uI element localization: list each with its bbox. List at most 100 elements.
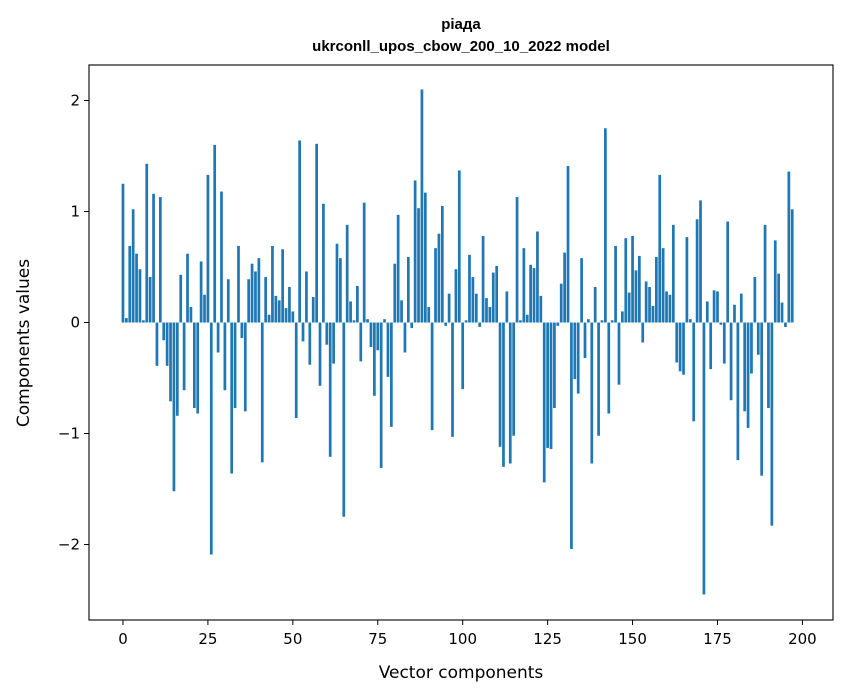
bar bbox=[413, 180, 417, 323]
bar bbox=[226, 279, 230, 323]
bar bbox=[383, 319, 386, 323]
bar bbox=[417, 208, 420, 323]
bar bbox=[196, 322, 200, 414]
bar bbox=[209, 322, 213, 555]
bar bbox=[400, 300, 403, 323]
bar bbox=[318, 322, 322, 386]
bar bbox=[573, 322, 577, 380]
bar bbox=[787, 171, 791, 323]
bar bbox=[478, 322, 482, 327]
bar bbox=[175, 322, 179, 416]
bar bbox=[773, 240, 777, 323]
bar bbox=[135, 253, 138, 323]
x-tick-label: 125 bbox=[533, 630, 562, 648]
bar bbox=[121, 183, 125, 323]
bar bbox=[359, 322, 363, 362]
bar bbox=[267, 314, 271, 323]
bar bbox=[271, 245, 274, 323]
bar bbox=[736, 322, 740, 461]
bar bbox=[695, 219, 699, 323]
bar bbox=[332, 322, 335, 364]
y-tick-label: −2 bbox=[58, 536, 80, 554]
bar bbox=[386, 322, 390, 377]
bar bbox=[315, 143, 318, 323]
bar bbox=[627, 292, 631, 323]
bar bbox=[250, 263, 254, 323]
bar bbox=[182, 322, 186, 391]
plot-area-frame bbox=[88, 64, 834, 621]
bar bbox=[685, 237, 689, 323]
bar bbox=[576, 322, 580, 394]
y-tick-label: 2 bbox=[70, 92, 80, 110]
bar bbox=[587, 319, 590, 323]
bar bbox=[434, 248, 437, 323]
bar bbox=[325, 322, 329, 345]
bar bbox=[396, 214, 400, 323]
bar bbox=[556, 322, 560, 326]
bar bbox=[379, 322, 383, 468]
bar bbox=[376, 322, 380, 351]
bar bbox=[617, 322, 621, 385]
bar bbox=[668, 294, 672, 323]
bar bbox=[570, 322, 573, 549]
bar bbox=[369, 322, 373, 347]
bar bbox=[131, 209, 135, 323]
bar bbox=[230, 322, 234, 474]
bar bbox=[390, 322, 393, 427]
bar bbox=[281, 249, 284, 323]
bar bbox=[189, 306, 193, 323]
bar bbox=[726, 221, 730, 323]
bar bbox=[468, 254, 471, 323]
bar bbox=[525, 314, 529, 323]
bar bbox=[291, 311, 295, 323]
bar bbox=[658, 174, 662, 323]
bar bbox=[505, 291, 509, 323]
bar bbox=[699, 200, 702, 323]
bar bbox=[349, 301, 352, 323]
chart-title-line-1: ріада bbox=[441, 16, 481, 33]
bar bbox=[739, 293, 743, 323]
y-axis-ticks: −2 −1 0 1 2 bbox=[58, 92, 89, 554]
bar bbox=[322, 203, 325, 323]
bar bbox=[532, 268, 536, 323]
bar bbox=[366, 319, 369, 323]
bar bbox=[638, 255, 641, 323]
bar bbox=[474, 293, 478, 323]
bar bbox=[406, 257, 410, 323]
bar bbox=[362, 202, 366, 323]
bar bbox=[257, 258, 261, 323]
bar bbox=[750, 322, 753, 374]
x-tick-label: 0 bbox=[118, 630, 128, 648]
bar bbox=[508, 322, 512, 464]
y-tick-label: −1 bbox=[58, 425, 80, 443]
bar bbox=[539, 295, 543, 323]
x-axis-label: Vector components bbox=[379, 663, 544, 683]
bar bbox=[328, 322, 332, 457]
bar bbox=[148, 277, 152, 323]
bar bbox=[335, 243, 339, 323]
bar bbox=[671, 224, 675, 323]
bar bbox=[254, 271, 257, 323]
bar bbox=[512, 322, 516, 436]
bar bbox=[447, 293, 451, 323]
bar bbox=[624, 238, 628, 323]
bar bbox=[440, 205, 444, 323]
bar bbox=[621, 311, 624, 323]
bar bbox=[288, 287, 291, 323]
bar bbox=[352, 320, 356, 323]
bar bbox=[451, 322, 454, 437]
bar bbox=[393, 263, 397, 323]
bar bbox=[702, 322, 706, 595]
bar bbox=[563, 252, 566, 323]
bar bbox=[420, 89, 424, 323]
bar bbox=[522, 248, 526, 323]
bar bbox=[607, 322, 611, 414]
bar bbox=[515, 197, 519, 323]
bar bbox=[743, 322, 747, 412]
bar bbox=[777, 273, 780, 323]
bar bbox=[172, 322, 176, 492]
y-tick-label: 0 bbox=[70, 314, 80, 332]
bar bbox=[410, 322, 414, 329]
